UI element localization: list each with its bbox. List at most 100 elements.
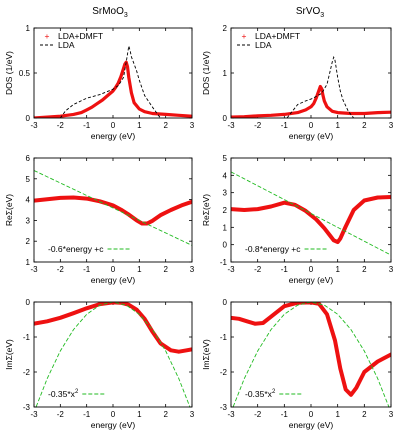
x-tick-label: -1 — [281, 121, 289, 130]
x-tick-label: -2 — [254, 265, 262, 274]
series-line-lda — [59, 45, 161, 118]
x-tick-label: -1 — [83, 121, 91, 130]
y-tick-label: 0 — [223, 298, 228, 307]
y-tick-label: 4 — [223, 171, 228, 180]
x-tick-label: 3 — [190, 410, 195, 419]
chart-panel-1: -3 -2 -1 0 1 2 3 0 1 2 energy (eV) DOS (1/eV) + LDA+D… — [201, 24, 394, 141]
y-tick-label: 1 — [223, 69, 228, 78]
y-tick-label: 5 — [26, 175, 31, 184]
x-axis-label: energy (eV) — [91, 420, 136, 430]
y-tick-label: -1 — [220, 333, 228, 342]
x-tick-label: 3 — [190, 121, 195, 130]
y-axis-label: ReΣ(eV) — [4, 194, 14, 226]
chart-panel-2: -3 -2 -1 0 1 2 3 1 2 3 4 5 6 energy (eV) ReΣ(eV) -0.6*e… — [4, 154, 195, 285]
chart-panel-3: -3 -2 -1 0 1 2 3 -1 0 1 2 3 4 5 energy (eV) ReΣ(eV) -0.8… — [201, 154, 394, 285]
legend-label-text: -0.35*x — [245, 389, 273, 399]
x-tick-label: -3 — [227, 410, 235, 419]
column-title-srmoo3: SrMoO3 — [92, 6, 128, 19]
x-axis-label: energy (eV) — [289, 275, 334, 285]
x-tick-label: -3 — [227, 265, 235, 274]
x-tick-label: -3 — [30, 265, 38, 274]
x-tick-label: -3 — [30, 121, 38, 130]
series-group — [231, 302, 391, 407]
x-tick-label: 1 — [335, 121, 340, 130]
x-tick-label: 1 — [137, 265, 142, 274]
y-tick-label: 2 — [26, 237, 31, 246]
legend-marker-lda-dmft: + — [242, 31, 247, 41]
y-axis-label: ReΣ(eV) — [201, 194, 211, 226]
legend-label: LDA — [255, 40, 272, 50]
x-tick-label: -1 — [83, 265, 91, 274]
x-tick-label: 0 — [111, 410, 116, 419]
y-tick-label: 0 — [26, 114, 31, 123]
series-group — [34, 170, 192, 246]
series-group — [231, 171, 391, 256]
plot-frame — [33, 27, 193, 119]
x-tick-label: 1 — [335, 265, 340, 274]
series-group — [34, 45, 192, 118]
x-tick-label: 0 — [309, 265, 314, 274]
y-axis-label: DOS (1/eV) — [4, 51, 14, 95]
series-line-fit — [34, 170, 192, 246]
x-tick-label: 3 — [389, 121, 394, 130]
x-tick-label: -2 — [254, 121, 262, 130]
y-tick-label: 3 — [26, 216, 31, 225]
column-title-srvo3: SrVO3 — [296, 6, 324, 19]
series-group — [231, 55, 391, 118]
series-line-lda — [286, 55, 355, 118]
y-tick-label: 6 — [26, 154, 31, 163]
x-tick-label: 2 — [163, 265, 168, 274]
x-axis-label: energy (eV) — [91, 275, 136, 285]
x-tick-label: 2 — [362, 121, 367, 130]
legend-label: LDA+DMFT — [255, 31, 300, 41]
legend-label-text: -0.35*x — [48, 389, 76, 399]
y-tick-label: 2 — [223, 206, 228, 215]
x-tick-label: -3 — [227, 121, 235, 130]
y-tick-label: 5 — [223, 154, 228, 163]
series-line-self-energy — [34, 302, 192, 354]
series-line-self-energy — [34, 195, 192, 226]
x-tick-label: 0 — [111, 121, 116, 130]
y-tick-label: 0 — [223, 241, 228, 250]
legend-label-fit: -0.6*energy +c — [48, 244, 104, 254]
legend-label: LDA — [58, 40, 75, 50]
x-tick-label: 0 — [309, 121, 314, 130]
y-tick-label: -3 — [220, 403, 228, 412]
plot-frame — [230, 157, 392, 263]
y-tick-label: 3 — [223, 189, 228, 198]
y-tick-label: -1 — [23, 333, 31, 342]
series-line-lda-dmft — [34, 60, 192, 118]
x-tick-label: 3 — [190, 265, 195, 274]
y-tick-label: 1 — [223, 223, 228, 232]
legend-label-superscript: 2 — [75, 389, 79, 395]
y-axis-label: ImΣ(eV) — [201, 339, 211, 370]
x-tick-label: -2 — [254, 410, 262, 419]
y-tick-label: -3 — [23, 403, 31, 412]
x-tick-label: -1 — [83, 410, 91, 419]
x-tick-label: 2 — [163, 410, 168, 419]
x-tick-label: -1 — [281, 265, 289, 274]
series-line-lda-dmft — [231, 84, 391, 118]
x-tick-label: -2 — [57, 410, 65, 419]
legend-marker-lda-dmft: + — [45, 31, 50, 41]
series-line-self-energy — [231, 302, 391, 397]
y-tick-label: -1 — [220, 258, 228, 267]
legend-label-text: -0.6*energy +c — [48, 244, 104, 254]
x-tick-label: 2 — [362, 265, 367, 274]
y-tick-label: 0 — [223, 114, 228, 123]
plot-frame — [230, 27, 392, 119]
plot-frame — [230, 301, 392, 408]
x-tick-label: 0 — [111, 265, 116, 274]
x-tick-label: 3 — [389, 410, 394, 419]
plot-frame — [33, 157, 193, 263]
series-line-fit — [231, 171, 391, 256]
y-tick-label: 0.5 — [19, 69, 31, 78]
x-axis-label: energy (eV) — [289, 131, 334, 141]
x-axis-label: energy (eV) — [289, 420, 334, 430]
y-axis-label: DOS (1/eV) — [201, 51, 211, 95]
y-tick-label: 1 — [26, 24, 31, 33]
legend-label-fit: -0.8*energy +c — [245, 244, 301, 254]
